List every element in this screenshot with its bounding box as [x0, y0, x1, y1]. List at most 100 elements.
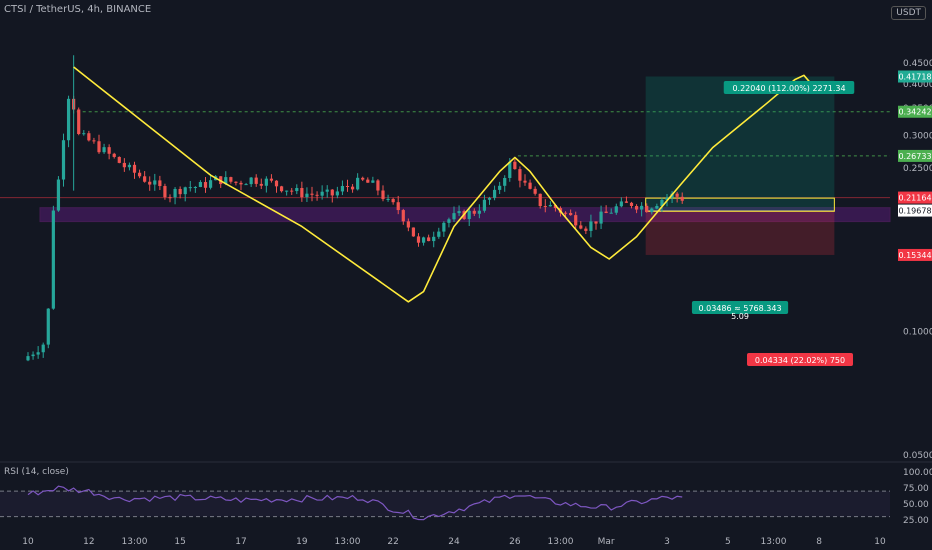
candle-body	[320, 191, 324, 196]
candle-body	[112, 153, 116, 157]
candle-body	[579, 225, 583, 229]
candle-body	[36, 352, 40, 355]
candle-body	[127, 164, 132, 168]
time-tick-label: 24	[448, 537, 460, 547]
price-tag: 0.19678	[898, 207, 931, 216]
rsi-band	[0, 491, 890, 517]
rsi-tick-label: 50.00	[903, 500, 929, 510]
price-axis[interactable]: 0.450000.400000.350000.300000.250000.100…	[898, 59, 932, 461]
candle-body	[457, 211, 461, 214]
candle-body	[330, 189, 334, 196]
candle-body	[447, 219, 451, 223]
time-tick-label: 12	[83, 537, 94, 547]
candle-body	[193, 186, 197, 188]
candle-body	[234, 181, 238, 183]
currency-label[interactable]: USDT	[891, 6, 926, 20]
stop-zone	[645, 210, 835, 255]
candle-body	[254, 177, 258, 184]
overlay-layer: 0.22040 (112.00%) 2271.34 0.03486 ≈ 5768.…	[73, 66, 855, 366]
rsi-label[interactable]: RSI (14, close)	[4, 467, 69, 477]
candle-body	[650, 208, 654, 213]
stop-label-bg	[747, 353, 853, 366]
candle-body	[203, 182, 208, 188]
time-tick-label: 13:00	[761, 537, 787, 547]
candle-body	[543, 206, 547, 208]
time-tick-label: 19	[296, 537, 308, 547]
candle-body	[594, 221, 598, 224]
price-tag-bg	[898, 248, 932, 261]
candle-body	[416, 236, 421, 243]
candle-body	[350, 186, 355, 190]
candle-body	[31, 354, 35, 357]
candle-body	[442, 222, 446, 232]
candle-body	[655, 206, 659, 209]
candle-body	[640, 205, 644, 210]
candle-body	[371, 180, 375, 183]
candle-body	[492, 189, 497, 198]
candle-body	[391, 198, 395, 203]
candle-body	[523, 180, 527, 183]
candle-body	[274, 180, 279, 187]
candle-body	[290, 190, 294, 192]
candle-body	[269, 178, 274, 181]
candle-body	[366, 179, 370, 183]
candle-body	[533, 188, 537, 194]
candle-body	[660, 199, 664, 207]
candle-body	[178, 188, 182, 195]
candle-body	[143, 176, 147, 182]
stop-label: 0.04334 (22.02%) 750	[755, 356, 845, 365]
target-label: 0.22040 (112.00%) 2271.34	[732, 84, 845, 93]
candle-body	[56, 179, 61, 211]
candle-body	[376, 180, 380, 191]
candle-body	[335, 191, 339, 196]
candle-body	[325, 189, 329, 192]
candle-body	[285, 190, 289, 192]
candle-body	[41, 344, 45, 353]
price-tag: 0.21164	[898, 194, 931, 203]
candle-body	[264, 178, 268, 186]
rsi-line	[27, 485, 683, 521]
price-tag: 0.26733	[898, 152, 931, 161]
candle-body	[538, 193, 542, 207]
candle-body	[634, 206, 639, 210]
time-tick-label: 13:00	[548, 537, 574, 547]
candle-body	[158, 180, 162, 187]
rsi-tick-label: 25.00	[903, 516, 929, 526]
candle-body	[548, 204, 552, 207]
candle-body	[477, 210, 481, 214]
candle-body	[163, 186, 167, 198]
price-tag: 0.34242	[898, 108, 931, 117]
candle-body	[629, 202, 634, 207]
candle-body	[82, 133, 86, 135]
candle-body	[427, 237, 431, 242]
candle-body	[244, 184, 248, 186]
time-tick-label: 26	[509, 537, 521, 547]
candle-body	[624, 201, 629, 203]
symbol-header[interactable]: CTSI / TetherUS, 4h, BINANCE	[4, 4, 152, 15]
entry-box	[645, 197, 835, 212]
candle-body	[518, 169, 522, 181]
candle-body	[513, 161, 517, 170]
candle-body	[107, 147, 111, 154]
time-tick-label: 22	[387, 537, 398, 547]
candle-body	[396, 202, 400, 211]
candle-body	[553, 204, 558, 209]
time-tick-label: 10	[22, 537, 34, 547]
price-tag-bg	[898, 149, 932, 162]
candle-body	[198, 182, 203, 187]
candle-body	[645, 205, 649, 213]
candle-body	[406, 221, 410, 228]
candle-body	[249, 177, 253, 185]
candle-body	[295, 188, 299, 192]
target-zone	[645, 76, 835, 211]
target-label-bg	[723, 81, 855, 94]
candle-body	[381, 190, 385, 200]
candle-body	[356, 177, 360, 190]
time-axis[interactable]: 10 12 13:00 15 17 19 13:00 22 24 26 13:00 Mar 3 5 13:0…	[22, 537, 886, 547]
candle-body	[97, 141, 101, 153]
